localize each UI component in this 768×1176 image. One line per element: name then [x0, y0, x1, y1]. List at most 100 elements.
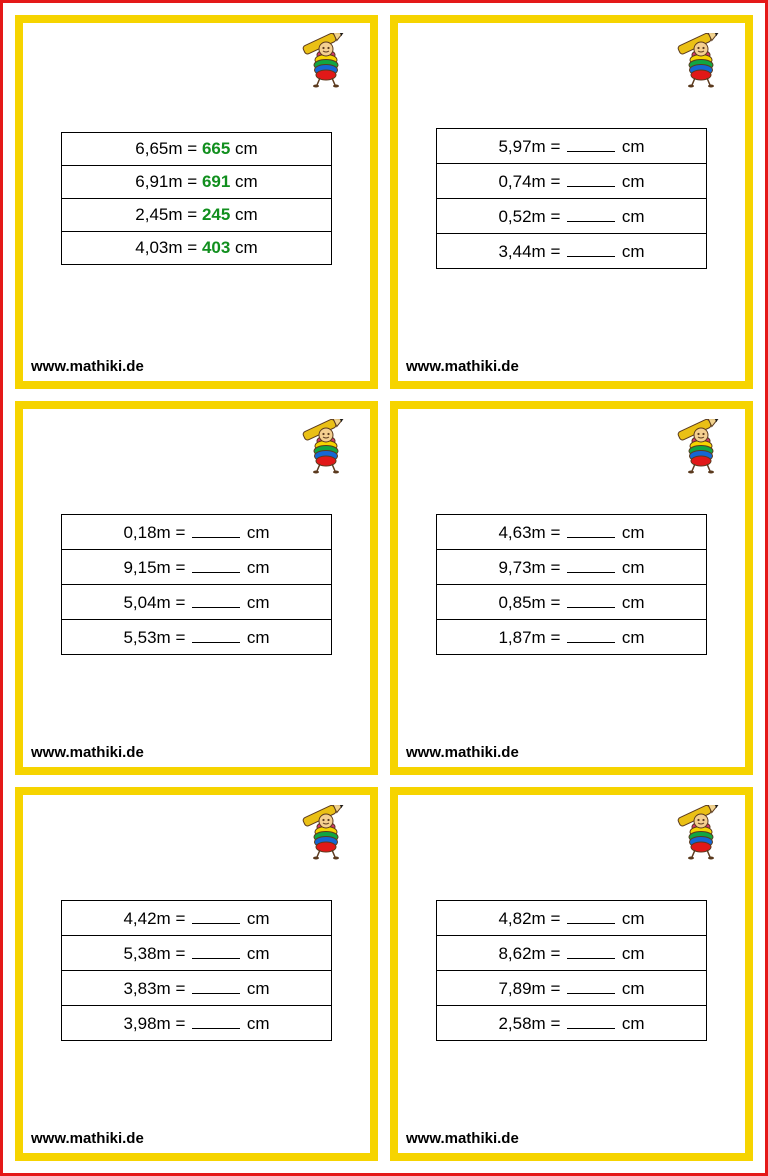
answer-blank [567, 240, 615, 257]
footer-url: www.mathiki.de [398, 740, 745, 767]
equals-sign: = [175, 593, 185, 612]
exercise-cell: 0,52m = cm [437, 199, 707, 234]
equals-sign: = [187, 172, 197, 191]
mascot-icon [671, 805, 731, 860]
exercise-cell: 4,82m = cm [437, 901, 707, 936]
value-meters: 4,42m [123, 909, 170, 928]
unit-label: cm [247, 628, 270, 647]
equals-sign: = [550, 593, 560, 612]
equals-sign: = [550, 944, 560, 963]
value-meters: 7,89m [498, 979, 545, 998]
unit-label: cm [622, 1014, 645, 1033]
equals-sign: = [550, 979, 560, 998]
table-row: 4,42m = cm [62, 901, 332, 936]
exercise-cell: 5,53m = cm [62, 620, 332, 655]
equals-sign: = [175, 523, 185, 542]
equals-sign: = [550, 242, 560, 261]
equals-sign: = [550, 523, 560, 542]
answer-value: 691 [202, 172, 230, 191]
answer-value: 245 [202, 205, 230, 224]
answer-blank [567, 626, 615, 643]
table-row: 5,38m = cm [62, 936, 332, 971]
value-meters: 5,53m [123, 628, 170, 647]
exercise-cell: 4,03m = 403 cm [62, 232, 332, 265]
table-row: 5,53m = cm [62, 620, 332, 655]
exercise-table: 6,65m = 665 cm6,91m = 691 cm2,45m = 245 … [61, 132, 332, 265]
table-row: 5,97m = cm [437, 129, 707, 164]
value-meters: 4,03m [135, 238, 182, 257]
equals-sign: = [175, 909, 185, 928]
exercise-table: 4,42m = cm5,38m = cm3,83m = cm3,98m = cm [61, 900, 332, 1041]
equals-sign: = [175, 979, 185, 998]
value-meters: 4,82m [498, 909, 545, 928]
exercise-table: 4,82m = cm8,62m = cm7,89m = cm2,58m = cm [436, 900, 707, 1041]
table-row: 3,98m = cm [62, 1006, 332, 1041]
answer-blank [192, 942, 240, 959]
exercise-cell: 4,42m = cm [62, 901, 332, 936]
worksheet-page: 6,65m = 665 cm6,91m = 691 cm2,45m = 245 … [0, 0, 768, 1176]
table-row: 5,04m = cm [62, 585, 332, 620]
exercise-cell: 2,58m = cm [437, 1006, 707, 1041]
exercise-table: 0,18m = cm9,15m = cm5,04m = cm5,53m = cm [61, 514, 332, 655]
answer-blank [567, 942, 615, 959]
equals-sign: = [550, 137, 560, 156]
table-row: 6,91m = 691 cm [62, 166, 332, 199]
unit-label: cm [622, 558, 645, 577]
table-row: 4,63m = cm [437, 515, 707, 550]
answer-blank [192, 556, 240, 573]
exercise-cell: 0,74m = cm [437, 164, 707, 199]
value-meters: 2,45m [135, 205, 182, 224]
value-meters: 6,65m [135, 139, 182, 158]
table-row: 8,62m = cm [437, 936, 707, 971]
unit-label: cm [247, 558, 270, 577]
answer-blank [567, 977, 615, 994]
exercise-cell: 6,65m = 665 cm [62, 133, 332, 166]
exercise-cell: 0,18m = cm [62, 515, 332, 550]
exercise-cell: 5,97m = cm [437, 129, 707, 164]
table-row: 3,44m = cm [437, 234, 707, 269]
answer-blank [567, 521, 615, 538]
mascot-icon [671, 805, 731, 860]
unit-label: cm [622, 979, 645, 998]
unit-label: cm [622, 523, 645, 542]
footer-url: www.mathiki.de [23, 740, 370, 767]
worksheet-card: 4,63m = cm9,73m = cm0,85m = cm1,87m = cm… [390, 401, 753, 775]
table-row: 0,52m = cm [437, 199, 707, 234]
answer-blank [192, 977, 240, 994]
answer-blank [567, 556, 615, 573]
unit-label: cm [235, 238, 258, 257]
footer-url: www.mathiki.de [23, 1126, 370, 1153]
table-row: 7,89m = cm [437, 971, 707, 1006]
table-row: 2,45m = 245 cm [62, 199, 332, 232]
unit-label: cm [247, 944, 270, 963]
table-row: 3,83m = cm [62, 971, 332, 1006]
unit-label: cm [622, 172, 645, 191]
exercise-cell: 6,91m = 691 cm [62, 166, 332, 199]
exercise-cell: 7,89m = cm [437, 971, 707, 1006]
equals-sign: = [175, 558, 185, 577]
equals-sign: = [550, 628, 560, 647]
mascot-icon [671, 33, 731, 88]
worksheet-card: 6,65m = 665 cm6,91m = 691 cm2,45m = 245 … [15, 15, 378, 389]
answer-blank [567, 170, 615, 187]
exercise-table: 5,97m = cm0,74m = cm0,52m = cm3,44m = cm [436, 128, 707, 269]
table-row: 0,74m = cm [437, 164, 707, 199]
value-meters: 5,04m [123, 593, 170, 612]
mascot-icon [671, 419, 731, 474]
footer-url: www.mathiki.de [398, 1126, 745, 1153]
unit-label: cm [235, 205, 258, 224]
exercise-cell: 5,04m = cm [62, 585, 332, 620]
equals-sign: = [175, 1014, 185, 1033]
mascot-icon [671, 33, 731, 88]
value-meters: 2,58m [498, 1014, 545, 1033]
table-row: 0,85m = cm [437, 585, 707, 620]
table-row: 9,73m = cm [437, 550, 707, 585]
unit-label: cm [247, 979, 270, 998]
table-row: 9,15m = cm [62, 550, 332, 585]
equals-sign: = [550, 909, 560, 928]
value-meters: 0,52m [498, 207, 545, 226]
equals-sign: = [550, 558, 560, 577]
footer-url: www.mathiki.de [23, 354, 370, 381]
equals-sign: = [187, 139, 197, 158]
value-meters: 3,83m [123, 979, 170, 998]
